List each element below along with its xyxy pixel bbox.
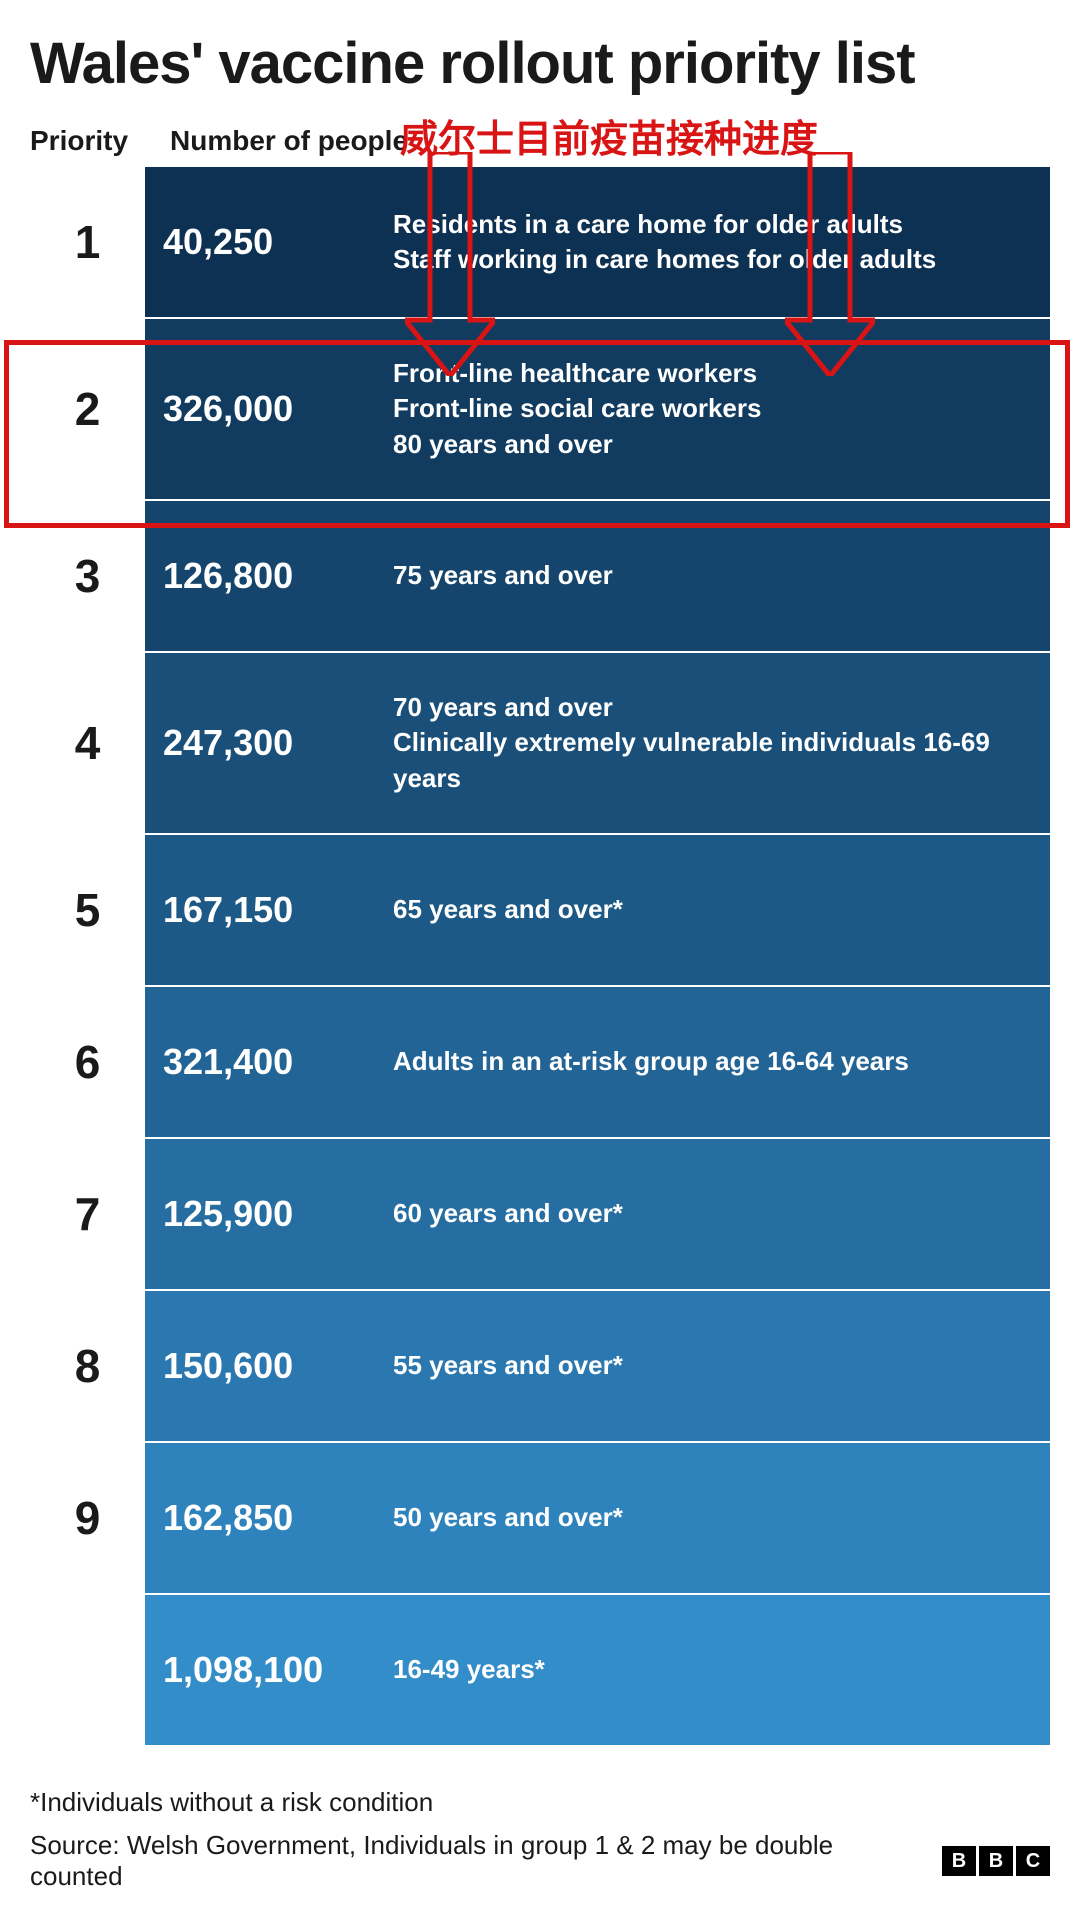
- bbc-letter: C: [1016, 1846, 1050, 1876]
- source-line: Source: Welsh Government, Individuals in…: [30, 1830, 1050, 1892]
- table-row: 1,098,10016-49 years*: [30, 1595, 1050, 1747]
- priority-number: 9: [30, 1443, 145, 1593]
- table-row: 8 150,60055 years and over*: [30, 1291, 1050, 1443]
- priority-number: 6: [30, 987, 145, 1137]
- bbc-logo: BBC: [942, 1846, 1050, 1876]
- table-row: 140,250Residents in a care home for olde…: [30, 167, 1050, 319]
- group-description: 55 years and over*: [393, 1348, 1032, 1383]
- people-count: 126,800: [163, 555, 393, 597]
- bbc-letter: B: [979, 1846, 1013, 1876]
- group-description: 50 years and over*: [393, 1500, 1032, 1535]
- annotation-highlight-rect: [4, 340, 1070, 528]
- header-priority: Priority: [30, 125, 170, 157]
- priority-number: 5: [30, 835, 145, 985]
- table-row: 5 167,15065 years and over*: [30, 835, 1050, 987]
- people-count: 167,150: [163, 889, 393, 931]
- group-description: 75 years and over: [393, 558, 1032, 593]
- people-count: 247,300: [163, 722, 393, 764]
- source-text: Source: Welsh Government, Individuals in…: [30, 1830, 932, 1892]
- table-row: 7 125,90060 years and over*: [30, 1139, 1050, 1291]
- group-description: Adults in an at-risk group age 16-64 yea…: [393, 1044, 1032, 1079]
- people-count: 40,250: [163, 221, 393, 263]
- header-number: Number of people: [170, 125, 420, 157]
- footnote: *Individuals without a risk condition: [30, 1787, 1050, 1818]
- people-count: 150,600: [163, 1345, 393, 1387]
- priority-number: 1: [30, 167, 145, 317]
- people-count: 321,400: [163, 1041, 393, 1083]
- priority-number: [30, 1595, 145, 1745]
- priority-number: 7: [30, 1139, 145, 1289]
- table-row: 9 162,85050 years and over*: [30, 1443, 1050, 1595]
- group-description: 70 years and overClinically extremely vu…: [393, 690, 1032, 795]
- bbc-letter: B: [942, 1846, 976, 1876]
- table-row: 4 247,30070 years and overClinically extr…: [30, 653, 1050, 835]
- people-count: 125,900: [163, 1193, 393, 1235]
- group-description: 60 years and over*: [393, 1196, 1032, 1231]
- chart-title: Wales' vaccine rollout priority list: [30, 30, 1050, 97]
- people-count: 1,098,100: [163, 1649, 393, 1691]
- group-description: 65 years and over*: [393, 892, 1032, 927]
- people-count: 162,850: [163, 1497, 393, 1539]
- table-row: 6 321,400Adults in an at-risk group age 1…: [30, 987, 1050, 1139]
- priority-number: 4: [30, 653, 145, 833]
- priority-number: 8: [30, 1291, 145, 1441]
- group-description: 16-49 years*: [393, 1652, 1032, 1687]
